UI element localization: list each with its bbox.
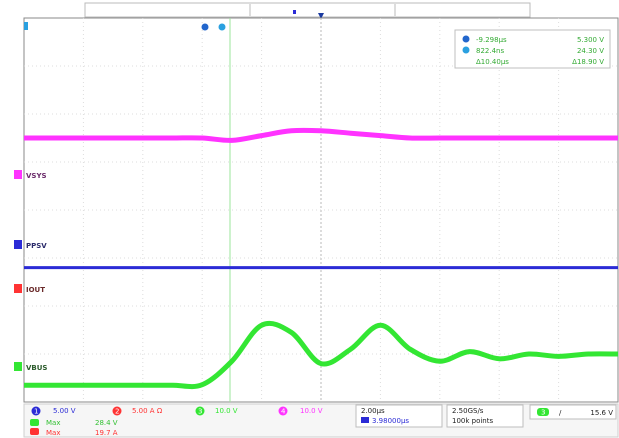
cursor-2-value: 24.30 V xyxy=(577,47,604,55)
cursor-delta-value: Δ18.90 V xyxy=(572,58,604,66)
acquisition-box: 2.50GS/s 100k points xyxy=(446,404,524,428)
sample-rate: 2.50GS/s xyxy=(452,407,484,415)
channel-3-scale: 3 10.0 V xyxy=(195,406,238,416)
svg-text:1: 1 xyxy=(34,408,38,416)
cursor-delta-time: Δ10.40μs xyxy=(476,58,509,66)
cursor-2-time: 822.4ns xyxy=(476,47,504,55)
position-marker xyxy=(293,10,296,14)
trace-vbus xyxy=(24,320,619,390)
svg-text:3: 3 xyxy=(198,408,202,416)
trigger-level: 15.6 V xyxy=(590,409,613,417)
channel-labels: VSYS PPSV IOUT VBUS xyxy=(14,170,47,372)
measurement-max-vbus: Max 28.4 V xyxy=(30,419,118,427)
measurement-1-label: Max xyxy=(46,419,60,427)
measurement-1-value: 28.4 V xyxy=(95,419,118,427)
timebase-scale: 2.00μs xyxy=(361,407,385,415)
cursor-1-time: -9.298μs xyxy=(476,36,507,44)
cursor-edge-marker xyxy=(24,22,28,30)
svg-text:2: 2 xyxy=(115,408,119,416)
channel-1-scale: 1 5.00 V xyxy=(31,406,76,416)
channel-2-scale: 2 5.00 A Ω xyxy=(112,406,163,416)
channel-3-scale-value: 10.0 V xyxy=(215,407,238,415)
graticule xyxy=(24,18,618,402)
trigger-slope-icon: / xyxy=(559,409,562,417)
cursor-a-marker xyxy=(201,23,209,31)
svg-text:4: 4 xyxy=(281,408,286,416)
series-name-ppsv: PPSV xyxy=(26,242,47,250)
channel-label-iout: IOUT xyxy=(14,284,45,294)
trigger-channel: 3 xyxy=(541,409,545,417)
channel-2-scale-value: 5.00 A Ω xyxy=(132,407,163,415)
trigger-position-marker xyxy=(318,13,324,19)
cursor-a-icon xyxy=(462,35,470,43)
record-length: 100k points xyxy=(452,417,493,425)
trace-vsys xyxy=(24,127,618,143)
cursor-1-value: 5.300 V xyxy=(577,36,604,44)
measurement-2-label: Max xyxy=(46,429,60,437)
waveform-position-strip xyxy=(84,2,531,18)
channel-label-vbus: VBUS xyxy=(14,362,47,372)
series-name-vbus: VBUS xyxy=(26,364,47,372)
timebase-position: 3.98000μs xyxy=(372,417,409,425)
cursor-b-marker xyxy=(218,23,226,31)
channel-4-scale-value: 10.0 V xyxy=(300,407,323,415)
waveform-traces xyxy=(24,127,619,390)
cursor-b-icon xyxy=(462,46,470,54)
timebase-box: 2.00μs 3.98000μs xyxy=(355,404,443,428)
channel-label-vsys: VSYS xyxy=(14,170,47,180)
series-name-iout: IOUT xyxy=(26,286,45,294)
trigger-channel-badge xyxy=(537,408,549,416)
trigger-box: 3 / 15.6 V xyxy=(529,404,617,420)
cursor-readout-box: -9.298μs 5.300 V 822.4ns 24.30 V Δ10.40μ… xyxy=(454,29,611,69)
timebase-position-icon xyxy=(361,417,369,423)
measurement-2-value: 19.7 A xyxy=(95,429,118,437)
channel-1-scale-value: 5.00 V xyxy=(53,407,76,415)
measurement-max-iout: Max 19.7 A xyxy=(30,428,118,437)
series-name-vsys: VSYS xyxy=(26,172,47,180)
channel-label-ppsv: PPSV xyxy=(14,240,47,250)
channel-4-scale: 4 10.0 V xyxy=(278,406,323,416)
